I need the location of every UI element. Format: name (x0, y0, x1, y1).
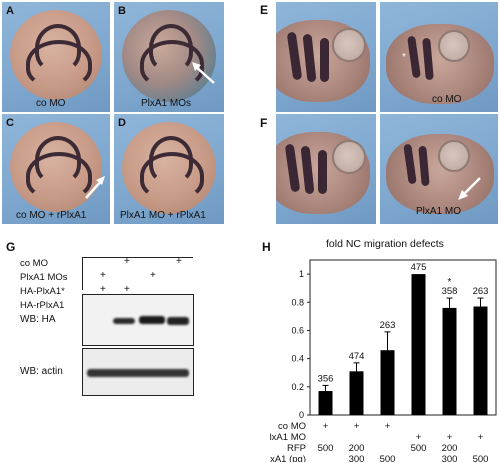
condition-mark: 300 (349, 454, 365, 462)
arrow-icon (458, 177, 481, 200)
blot-mark: + (100, 284, 106, 295)
blot-mark: + (124, 256, 130, 267)
arrow-icon (192, 62, 215, 84)
blot-row-label: co MO (20, 258, 48, 269)
panel-f-letter: F (260, 116, 268, 130)
asterisk-mark: * (402, 52, 406, 63)
condition-mark: 500 (380, 454, 396, 462)
panel-e-image-left (276, 2, 376, 112)
bar (411, 274, 426, 415)
blot-band (167, 317, 189, 325)
condition-mark: 200 (442, 443, 458, 454)
bar-count-label: 263 (473, 286, 489, 297)
blot-mark: + (150, 270, 156, 281)
condition-mark: 500 (318, 443, 334, 454)
y-tick-label: 1 (299, 269, 304, 279)
condition-mark: 200 (349, 443, 365, 454)
y-tick-label: 0.2 (291, 382, 304, 392)
bar (442, 307, 457, 415)
bar (349, 371, 364, 415)
panel-b-letter: B (118, 5, 126, 17)
blot-band (87, 369, 189, 377)
condition-mark: 300 (442, 454, 458, 462)
condition-mark: 500 (411, 443, 427, 454)
blot-ha-box (82, 294, 194, 346)
wb-actin-label: WB: actin (20, 366, 63, 377)
blot-mark: + (176, 256, 182, 267)
condition-mark: + (354, 421, 360, 432)
panel-f-image-right: PlxA1 MO (380, 114, 498, 224)
condition-mark: + (447, 432, 453, 443)
chart-title: fold NC migration defects (326, 238, 444, 250)
significance-star: * (448, 277, 452, 288)
blot-actin-box (82, 348, 194, 396)
condition-label: rPlxA1 (pg) (270, 454, 306, 462)
arrow-icon (85, 176, 105, 199)
panel-d-letter: D (118, 117, 126, 129)
y-tick-label: 0.8 (291, 297, 304, 307)
panel-e-image-right: * co MO (380, 2, 498, 112)
panel-c-letter: C (6, 117, 14, 129)
bar-count-label: 474 (349, 351, 365, 362)
panel-e-letter: E (260, 3, 269, 17)
y-tick-label: 0.4 (291, 354, 304, 364)
panel-b-image: B PlxA1 MOs (114, 2, 224, 112)
panel-e-caption: co MO (432, 94, 462, 105)
condition-label: RFP (287, 443, 306, 454)
bar-count-label: 475 (411, 262, 427, 273)
condition-mark: + (323, 421, 329, 432)
panel-h-letter: H (262, 240, 271, 254)
panel-c-caption: co MO + rPlxA1 (16, 210, 87, 221)
panel-g-letter: G (6, 240, 16, 254)
bar-count-label: 356 (318, 373, 334, 384)
blot-row-label: PlxA1 MOs (20, 272, 68, 283)
y-tick-label: 0 (299, 410, 304, 420)
blot-band (113, 318, 135, 324)
panel-a-letter: A (6, 5, 14, 17)
plot-frame (309, 259, 497, 416)
panel-d-image: D PlxA1 MO + rPlxA1 (114, 114, 224, 224)
condition-mark: + (478, 432, 484, 443)
condition-label: co MO (278, 421, 306, 432)
y-tick-label: 0.6 (291, 325, 304, 335)
panel-b-caption: PlxA1 MOs (141, 98, 192, 109)
blot-row-label: HA-PlxA1* (20, 286, 65, 297)
panel-a-image: A co MO (2, 2, 110, 112)
blot-mark: + (100, 270, 106, 281)
bar-chart: 0 0.2 0.4 0.6 0.8 1 356 474 263 475 358* 263 co MO + +… (270, 259, 497, 462)
panel-d-caption: PlxA1 MO + rPlxA1 (120, 210, 206, 221)
panel-f-caption: PlxA1 MO (416, 206, 462, 217)
bar (380, 350, 395, 415)
condition-mark: + (416, 432, 422, 443)
bar-count-label: 358 (442, 286, 458, 297)
condition-mark: 500 (473, 454, 489, 462)
bar-count-label: 263 (380, 320, 396, 331)
bar (473, 306, 488, 415)
bar (318, 391, 333, 415)
blot-row-label: HA-rPlxA1 (20, 300, 65, 311)
blot-band (139, 316, 165, 324)
blot-mark: + (124, 284, 130, 295)
condition-mark: + (385, 421, 391, 432)
panel-a-caption: co MO (36, 98, 66, 109)
blot-header-frame (82, 257, 193, 290)
panel-f-image-left (276, 114, 376, 224)
panel-c-image: C co MO + rPlxA1 (2, 114, 110, 224)
wb-ha-label: WB: HA (20, 314, 56, 325)
condition-label: PlxA1 MO (270, 432, 306, 443)
